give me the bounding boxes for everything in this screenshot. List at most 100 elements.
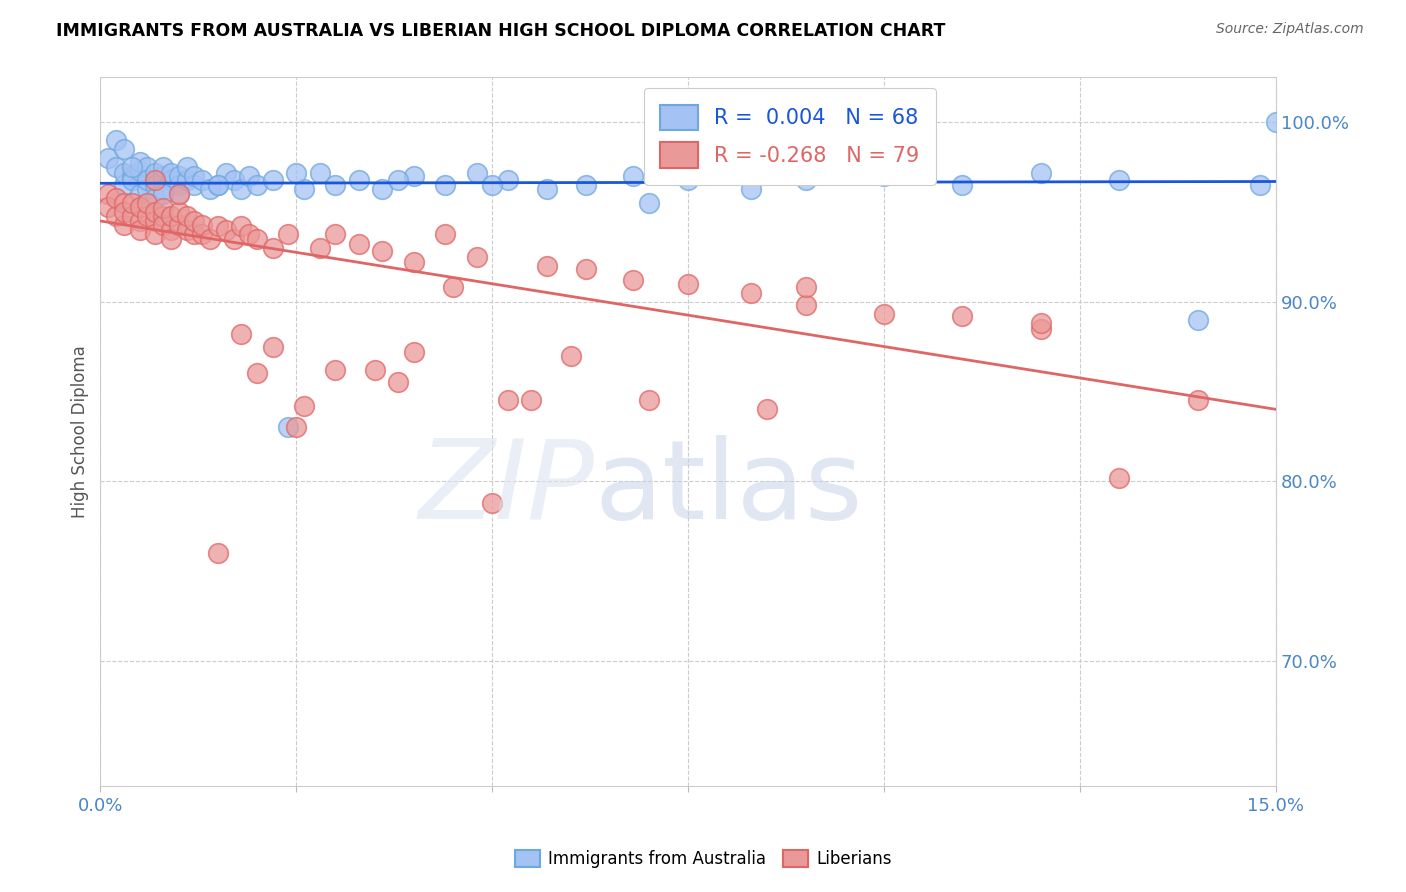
Point [794, 280, 817, 294]
Point [112, 178, 135, 193]
Point [325, 363, 347, 377]
Point [1108, 470, 1130, 484]
Point [676, 172, 699, 186]
Point [128, 154, 150, 169]
Point [465, 165, 488, 179]
Point [246, 367, 269, 381]
Point [215, 223, 238, 237]
Point [434, 178, 457, 193]
Point [136, 172, 159, 186]
Point [143, 172, 166, 186]
Text: IMMIGRANTS FROM AUSTRALIA VS LIBERIAN HIGH SCHOOL DIPLOMA CORRELATION CHART: IMMIGRANTS FROM AUSTRALIA VS LIBERIAN HI… [56, 22, 946, 40]
Point [207, 546, 229, 560]
Point [97, 200, 120, 214]
Point [105, 191, 128, 205]
Point [97, 187, 120, 202]
Point [128, 163, 150, 178]
Text: Source: ZipAtlas.com: Source: ZipAtlas.com [1216, 22, 1364, 37]
Point [121, 209, 143, 223]
Point [121, 169, 143, 183]
Point [152, 182, 174, 196]
Legend: Immigrants from Australia, Liberians: Immigrants from Australia, Liberians [508, 843, 898, 875]
Point [121, 172, 143, 186]
Point [434, 227, 457, 241]
Point [387, 376, 409, 390]
Point [112, 165, 135, 179]
Point [191, 218, 214, 232]
Point [285, 420, 308, 434]
Point [112, 205, 135, 219]
Point [121, 196, 143, 211]
Point [277, 227, 299, 241]
Point [112, 218, 135, 232]
Point [520, 393, 543, 408]
Point [1029, 316, 1052, 330]
Point [371, 182, 394, 196]
Point [152, 202, 174, 216]
Point [152, 160, 174, 174]
Point [152, 187, 174, 202]
Point [231, 182, 253, 196]
Point [222, 172, 245, 186]
Point [167, 187, 190, 202]
Point [952, 309, 974, 323]
Point [198, 182, 221, 196]
Point [676, 277, 699, 291]
Point [1029, 165, 1052, 179]
Point [152, 169, 174, 183]
Point [112, 196, 135, 211]
Point [325, 178, 347, 193]
Point [363, 363, 385, 377]
Point [481, 178, 503, 193]
Point [575, 262, 598, 277]
Point [143, 191, 166, 205]
Point [183, 169, 205, 183]
Text: ZIP: ZIP [418, 435, 595, 542]
Legend: R =  0.004   N = 68, R = -0.268   N = 79: R = 0.004 N = 68, R = -0.268 N = 79 [644, 87, 936, 185]
Point [560, 349, 582, 363]
Point [638, 393, 661, 408]
Point [231, 326, 253, 341]
Point [143, 205, 166, 219]
Point [285, 165, 308, 179]
Point [105, 160, 128, 174]
Text: atlas: atlas [595, 435, 863, 542]
Point [105, 209, 128, 223]
Point [105, 133, 128, 147]
Point [371, 244, 394, 259]
Point [794, 172, 817, 186]
Point [167, 178, 190, 193]
Point [167, 205, 190, 219]
Point [246, 232, 269, 246]
Point [1029, 321, 1052, 335]
Point [262, 241, 284, 255]
Point [1187, 312, 1209, 326]
Point [176, 209, 198, 223]
Point [347, 172, 370, 186]
Point [176, 223, 198, 237]
Point [167, 187, 190, 202]
Point [308, 165, 330, 179]
Point [402, 169, 425, 183]
Point [207, 178, 229, 193]
Point [167, 218, 190, 232]
Point [621, 273, 644, 287]
Point [873, 307, 896, 321]
Point [873, 169, 896, 183]
Point [441, 280, 464, 294]
Point [308, 241, 330, 255]
Point [952, 178, 974, 193]
Point [402, 255, 425, 269]
Point [1187, 393, 1209, 408]
Point [152, 209, 174, 223]
Point [1249, 178, 1271, 193]
Point [740, 285, 762, 300]
Point [740, 182, 762, 196]
Point [277, 420, 299, 434]
Point [183, 214, 205, 228]
Point [1265, 115, 1288, 129]
Point [207, 219, 229, 234]
Point [152, 218, 174, 232]
Point [465, 250, 488, 264]
Point [292, 182, 315, 196]
